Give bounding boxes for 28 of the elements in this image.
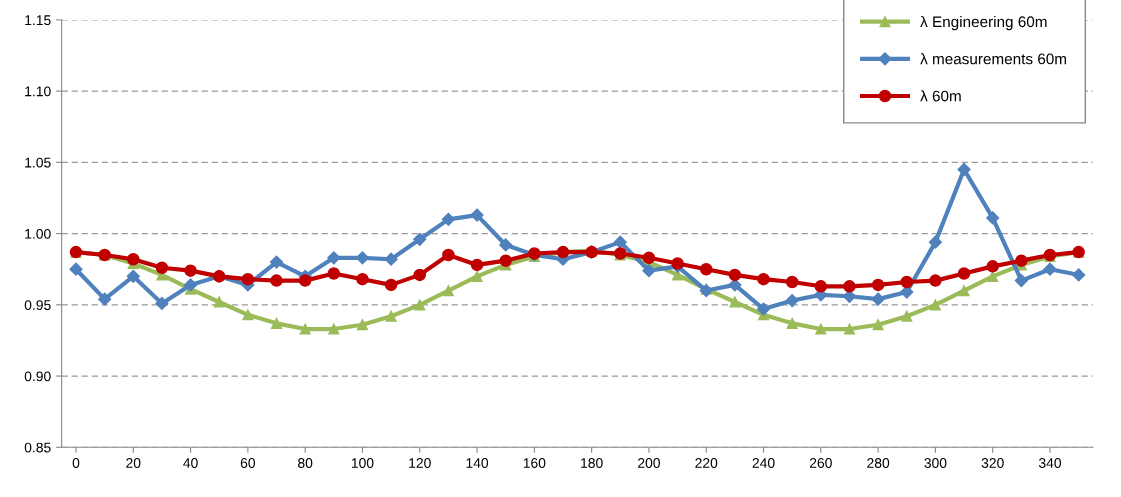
- x-tick-label: 200: [638, 458, 660, 468]
- x-tick-label: 180: [581, 458, 603, 468]
- legend-label: λ 60m: [920, 90, 961, 102]
- y-tick-label: 1.00: [25, 228, 51, 239]
- x-tick-label: 280: [867, 458, 890, 468]
- x-tick-label: 40: [183, 458, 198, 468]
- y-tick-label: 1.05: [25, 157, 51, 168]
- y-tick-label: 0.85: [24, 442, 51, 453]
- x-tick-label: 260: [809, 458, 832, 468]
- x-tick-label: 120: [409, 458, 431, 468]
- x-tick-label: 220: [695, 458, 718, 468]
- y-tick-label: 0.95: [24, 300, 51, 310]
- legend-label: λ Engineering 60m: [920, 15, 1047, 31]
- x-tick-label: 320: [981, 458, 1004, 468]
- x-tick-label: 0: [72, 458, 80, 468]
- x-tick-label: 160: [523, 458, 546, 468]
- x-tick-label: 80: [298, 458, 313, 468]
- y-tick-label: 1.10: [25, 86, 51, 97]
- y-tick-label: 0.90: [24, 371, 51, 382]
- x-tick-label: 240: [752, 458, 775, 468]
- legend-label: λ measurements 60m: [920, 53, 1067, 65]
- x-tick-label: 100: [351, 458, 374, 468]
- x-tick-label: 140: [466, 458, 489, 468]
- x-tick-label: 300: [924, 458, 947, 468]
- y-tick-label: 1.15: [25, 15, 51, 26]
- x-tick-label: 60: [240, 458, 256, 468]
- x-tick-label: 340: [1038, 458, 1062, 468]
- x-tick-label: 20: [126, 458, 141, 468]
